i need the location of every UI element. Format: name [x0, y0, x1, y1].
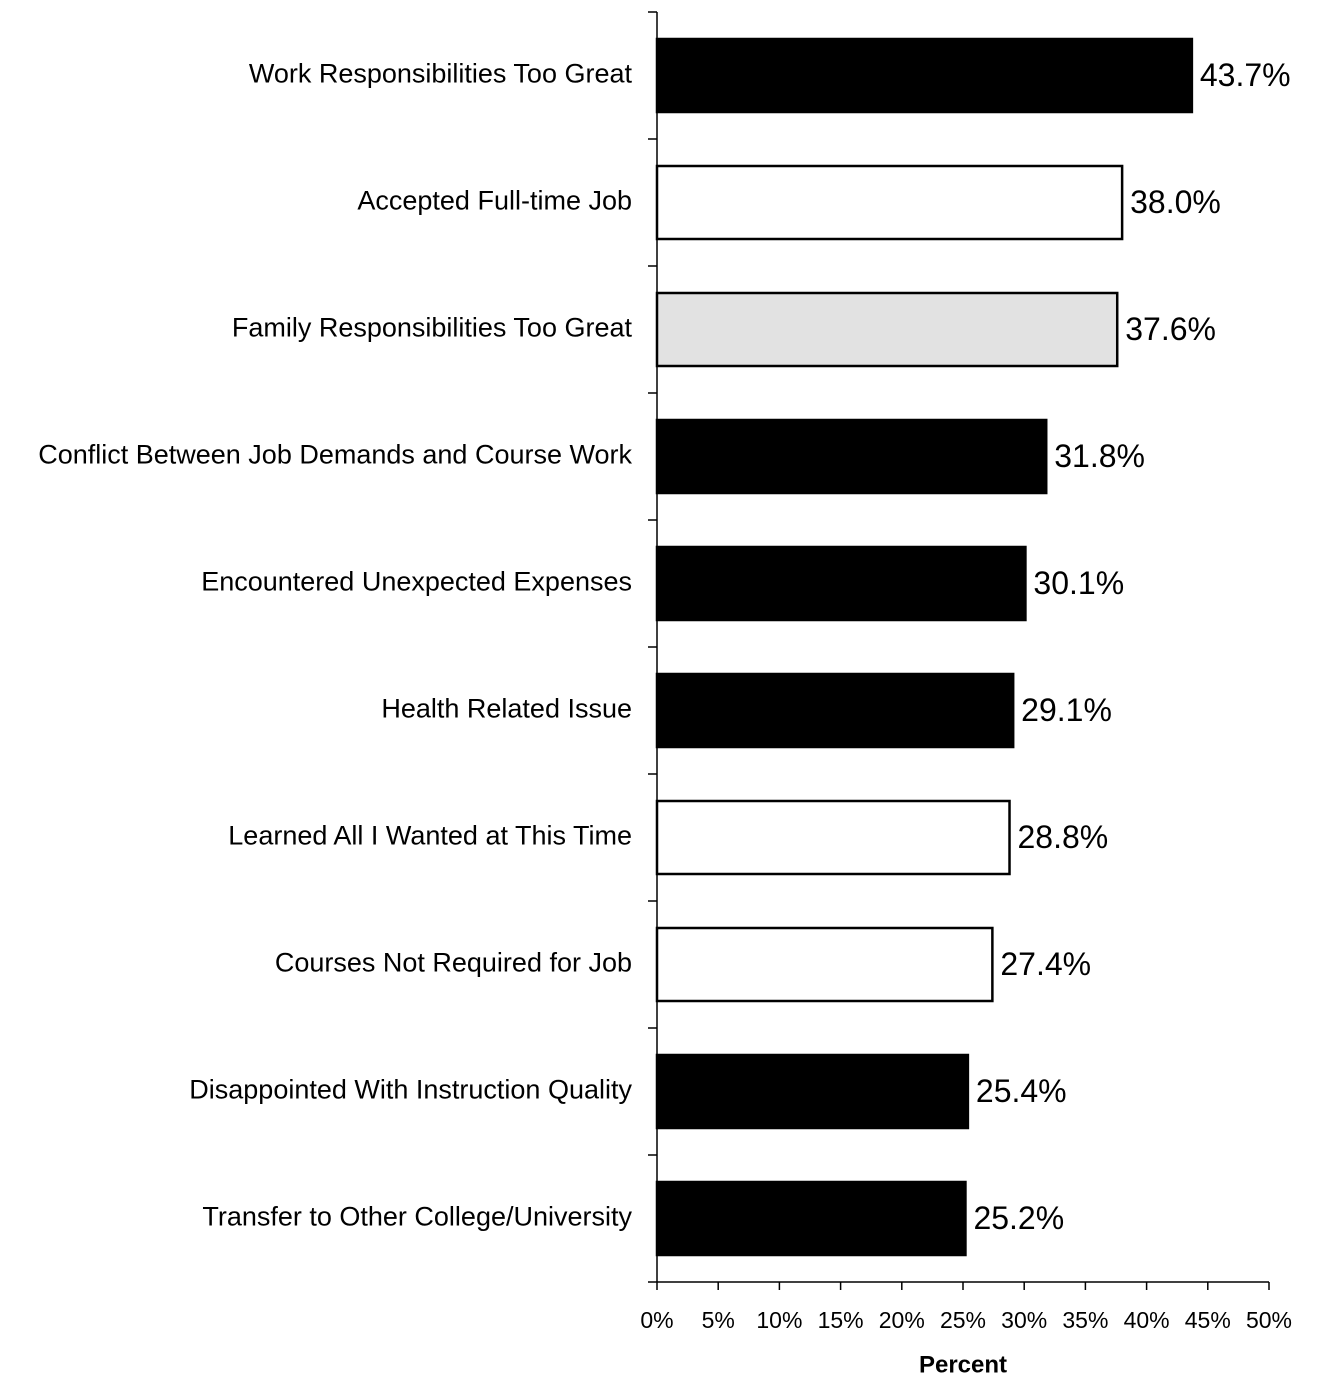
x-tick-label: 0% — [640, 1307, 673, 1333]
x-tick-label: 15% — [818, 1307, 864, 1333]
bar — [655, 545, 1027, 622]
bar — [655, 37, 1194, 114]
y-tick-label: Health Related Issue — [381, 694, 632, 724]
value-label: 28.8% — [1018, 819, 1109, 855]
x-tick-label: 45% — [1185, 1307, 1231, 1333]
value-label: 25.4% — [976, 1073, 1067, 1109]
x-tick-label: 40% — [1124, 1307, 1170, 1333]
x-tick-label: 10% — [756, 1307, 802, 1333]
bar — [655, 1053, 970, 1130]
bar — [655, 164, 1124, 241]
bar — [655, 799, 1011, 876]
y-tick-label: Transfer to Other College/University — [202, 1202, 632, 1232]
x-tick-label: 25% — [940, 1307, 986, 1333]
value-label: 43.7% — [1200, 57, 1291, 93]
y-tick-label: Courses Not Required for Job — [275, 948, 632, 978]
value-label: 38.0% — [1130, 184, 1221, 220]
y-tick-label: Accepted Full-time Job — [357, 186, 632, 216]
y-tick-label: Learned All I Wanted at This Time — [228, 821, 632, 851]
value-label: 27.4% — [1000, 946, 1091, 982]
x-tick-label: 30% — [1001, 1307, 1047, 1333]
y-tick-label: Conflict Between Job Demands and Course … — [38, 440, 632, 470]
value-label: 37.6% — [1125, 311, 1216, 347]
bar — [655, 418, 1048, 495]
bar — [655, 291, 1119, 368]
value-label: 30.1% — [1033, 565, 1124, 601]
x-tick-label: 50% — [1246, 1307, 1292, 1333]
x-tick-label: 20% — [879, 1307, 925, 1333]
x-tick-label: 35% — [1062, 1307, 1108, 1333]
y-tick-label: Encountered Unexpected Expenses — [201, 567, 632, 597]
x-tick-label: 5% — [702, 1307, 735, 1333]
value-label: 25.2% — [973, 1200, 1064, 1236]
y-tick-label: Family Responsibilities Too Great — [232, 313, 633, 343]
y-tick-label: Work Responsibilities Too Great — [249, 59, 633, 89]
bar — [655, 926, 994, 1003]
x-axis-label: Percent — [919, 1351, 1007, 1378]
y-tick-label: Disappointed With Instruction Quality — [189, 1075, 632, 1105]
bar — [655, 672, 1015, 749]
bar — [655, 1180, 967, 1257]
value-label: 29.1% — [1021, 692, 1112, 728]
value-label: 31.8% — [1054, 438, 1145, 474]
